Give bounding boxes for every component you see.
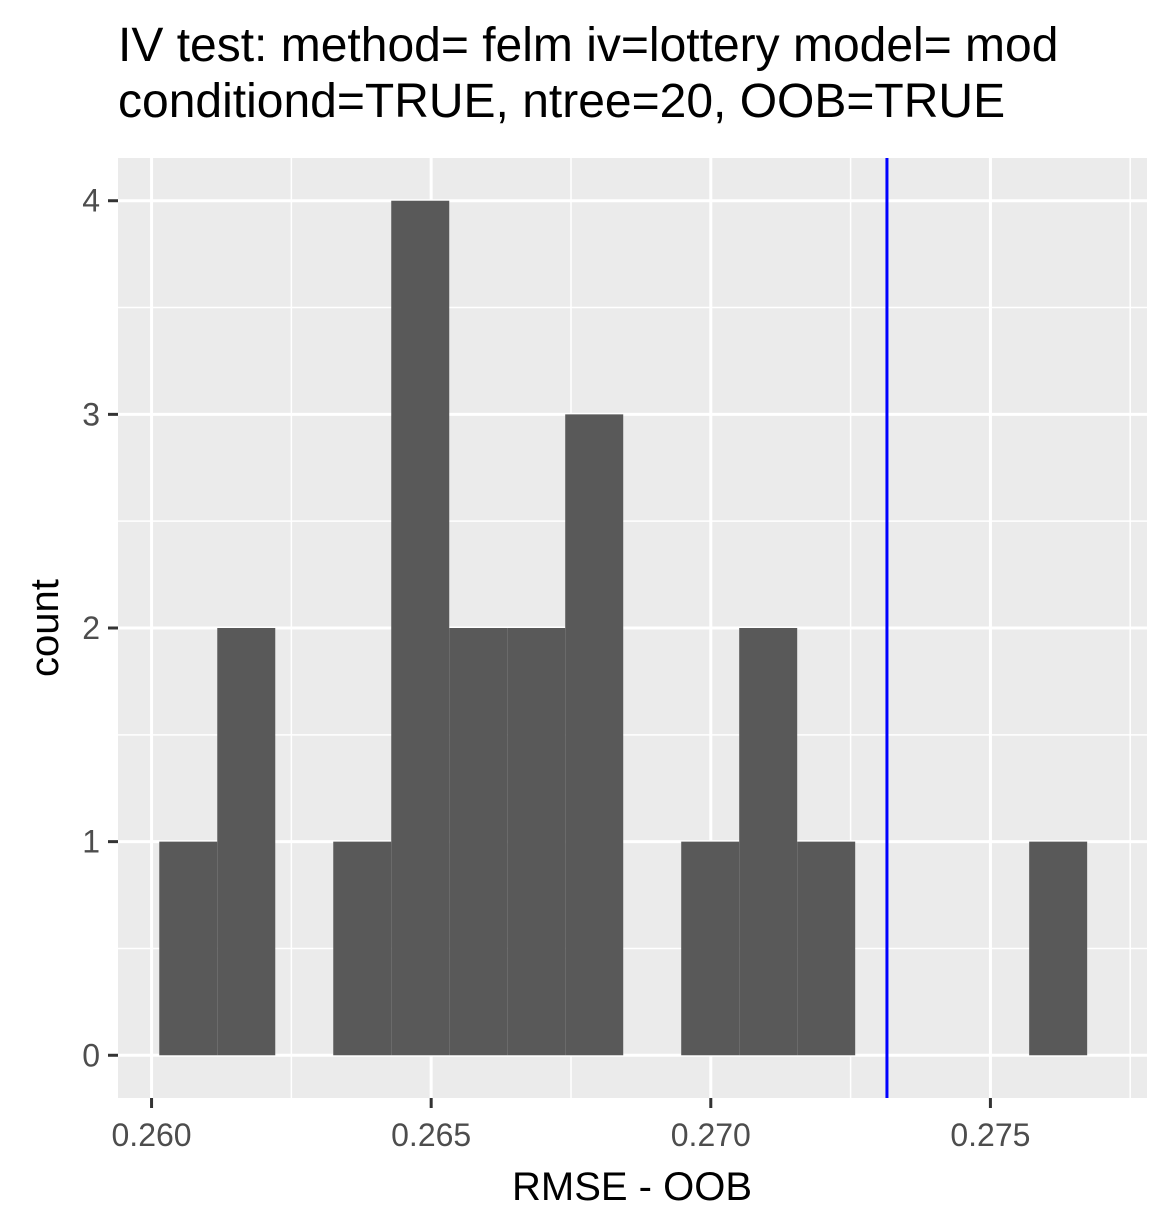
y-tick-label: 3 bbox=[82, 396, 100, 432]
histogram-bar bbox=[333, 841, 392, 1056]
histogram-bar bbox=[565, 414, 624, 1056]
x-tick-label: 0.260 bbox=[112, 1117, 192, 1153]
histogram-bar bbox=[681, 841, 740, 1056]
x-tick-label: 0.275 bbox=[950, 1117, 1030, 1153]
y-axis: 0 1 2 3 4 bbox=[82, 183, 118, 1073]
y-tick-label: 0 bbox=[82, 1037, 100, 1073]
histogram-bar bbox=[391, 200, 450, 1056]
y-tick-label: 2 bbox=[82, 610, 100, 646]
histogram-bar bbox=[449, 628, 508, 1056]
histogram-bar bbox=[1029, 841, 1088, 1056]
chart-title: IV test: method= felm iv=lottery model= … bbox=[118, 18, 1171, 130]
histogram-bar bbox=[159, 841, 218, 1056]
histogram-bars bbox=[159, 200, 1088, 1056]
histogram-bar bbox=[507, 628, 566, 1056]
chart-title-line-1: IV test: method= felm iv=lottery model= … bbox=[118, 19, 1059, 72]
histogram-bar bbox=[217, 628, 276, 1056]
histogram-bar bbox=[797, 841, 856, 1056]
x-axis: 0.260 0.265 0.270 0.275 bbox=[112, 1098, 1030, 1153]
y-tick-label: 1 bbox=[82, 824, 100, 860]
histogram-bar bbox=[739, 628, 798, 1056]
x-tick-label: 0.265 bbox=[391, 1117, 471, 1153]
x-axis-title: RMSE - OOB bbox=[512, 1165, 752, 1209]
x-tick-label: 0.270 bbox=[671, 1117, 751, 1153]
y-axis-title: count bbox=[23, 579, 67, 677]
chart-title-line-2: conditiond=TRUE, ntree=20, OOB=TRUE bbox=[118, 75, 1006, 128]
y-tick-label: 4 bbox=[82, 183, 100, 219]
